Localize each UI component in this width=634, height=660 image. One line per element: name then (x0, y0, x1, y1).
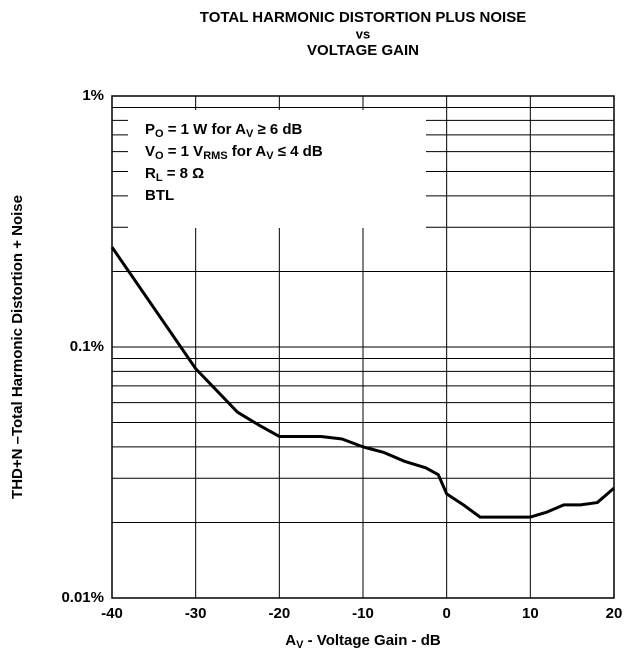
subscript: L (156, 172, 163, 184)
annotation-part: BTL (145, 187, 174, 204)
annotation-part: = 8 Ω (163, 165, 205, 182)
annotation-box (128, 110, 426, 228)
annotation-line: BTL (145, 187, 174, 204)
y-axis-label: THD+N –Total Harmonic Distortion + Noise (9, 195, 26, 499)
subscript: V (246, 128, 254, 140)
y-tick-label: 0.1% (70, 338, 104, 355)
subscript: O (155, 128, 164, 140)
label-part: - Voltage Gain - dB (303, 632, 440, 649)
subscript: V (296, 639, 304, 651)
x-tick-label: 0 (442, 605, 450, 622)
annotation-part: ≥ 6 dB (253, 121, 302, 138)
title-line: vs (356, 26, 370, 41)
annotation-part: = 1 W for A (164, 121, 247, 138)
x-tick-label: -40 (101, 605, 123, 622)
x-tick-label: -10 (352, 605, 374, 622)
annotation-part: P (145, 121, 155, 138)
data-line (110, 246, 615, 519)
label-part: A (285, 632, 296, 649)
annotation-part: = 1 V (164, 143, 204, 160)
annotation-part: ≤ 4 dB (274, 143, 323, 160)
subscript: V (266, 150, 274, 162)
plot-frame (111, 95, 615, 599)
title-line: VOLTAGE GAIN (307, 42, 419, 59)
annotation-part: for A (228, 143, 267, 160)
x-tick-label: 10 (522, 605, 539, 622)
title-line: TOTAL HARMONIC DISTORTION PLUS NOISE (200, 9, 526, 26)
x-tick-label: -30 (185, 605, 207, 622)
subscript: O (155, 150, 164, 162)
x-axis-label: AV - Voltage Gain - dB (285, 632, 441, 651)
x-tick-label: 20 (606, 605, 623, 622)
annotation-line: RL = 8 Ω (145, 165, 204, 184)
y-tick-label: 0.01% (61, 589, 104, 606)
annotation-part: R (145, 165, 156, 182)
subscript: RMS (203, 150, 227, 162)
y-tick-label: 1% (82, 87, 104, 104)
chart-title: TOTAL HARMONIC DISTORTION PLUS NOISE vs … (200, 9, 526, 59)
annotation-part: V (145, 143, 155, 160)
annotation-line: PO = 1 W for AV ≥ 6 dB (145, 121, 303, 140)
annotation-line: VO = 1 VRMS for AV ≤ 4 dB (145, 143, 323, 162)
x-tick-label: -20 (268, 605, 290, 622)
